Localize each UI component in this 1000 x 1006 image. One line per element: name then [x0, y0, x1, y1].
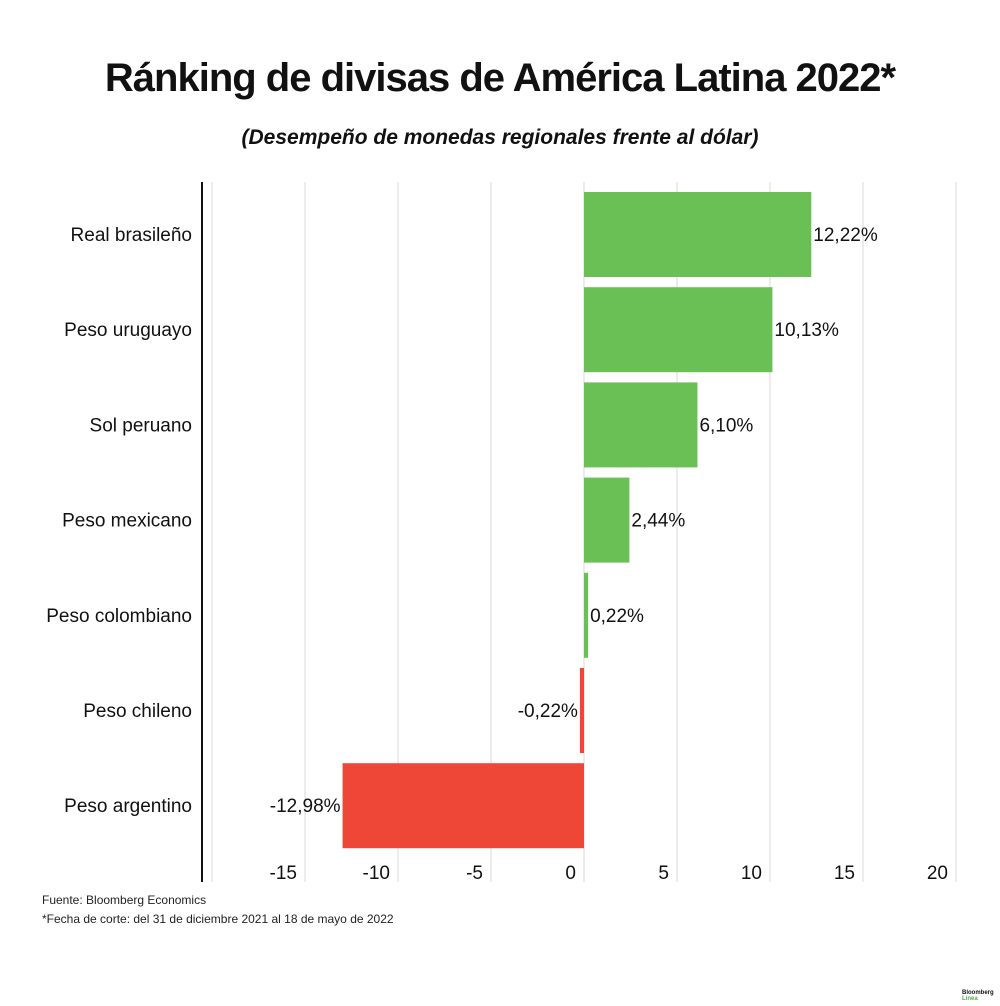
- bar: [584, 382, 698, 468]
- x-tick-label: 20: [927, 863, 948, 884]
- chart-title: Ránking de divisas de América Latina 202…: [104, 56, 896, 100]
- x-tick-label: -15: [270, 863, 297, 884]
- bar: [584, 572, 589, 658]
- category-label: Real brasileño: [71, 225, 192, 246]
- data-label: -0,22%: [518, 701, 578, 722]
- data-label: 10,13%: [774, 320, 839, 341]
- category-label: Peso mexicano: [62, 511, 192, 532]
- bar: [584, 477, 630, 563]
- chart-subtitle: (Desempeño de monedas regionales frente …: [241, 126, 759, 149]
- bar: [579, 668, 584, 753]
- bar: [584, 192, 812, 277]
- x-tick-label: -10: [363, 863, 390, 884]
- bloomberg-linea-logo: Bloomberg Línea: [962, 990, 994, 1002]
- data-label: 0,22%: [590, 606, 644, 627]
- x-tick-label: 5: [658, 863, 669, 884]
- bar: [342, 763, 584, 849]
- source-note: Fuente: Bloomberg Economics: [42, 893, 207, 907]
- x-tick-label: 15: [834, 863, 855, 884]
- data-label: 2,44%: [631, 511, 685, 532]
- category-label: Peso colombiano: [46, 606, 192, 627]
- category-label: Peso chileno: [83, 701, 192, 722]
- data-label: -12,98%: [270, 796, 341, 817]
- footnote: *Fecha de corte: del 31 de diciembre 202…: [42, 912, 394, 926]
- x-tick-label: 10: [741, 863, 762, 884]
- category-label: Peso argentino: [64, 796, 192, 817]
- x-tick-label: -5: [466, 863, 483, 884]
- category-label: Sol peruano: [90, 415, 192, 436]
- bar: [584, 287, 773, 373]
- category-label: Peso uruguayo: [64, 320, 192, 341]
- data-label: 12,22%: [813, 225, 878, 246]
- data-label: 6,10%: [699, 415, 753, 436]
- x-tick-label: 0: [565, 863, 576, 884]
